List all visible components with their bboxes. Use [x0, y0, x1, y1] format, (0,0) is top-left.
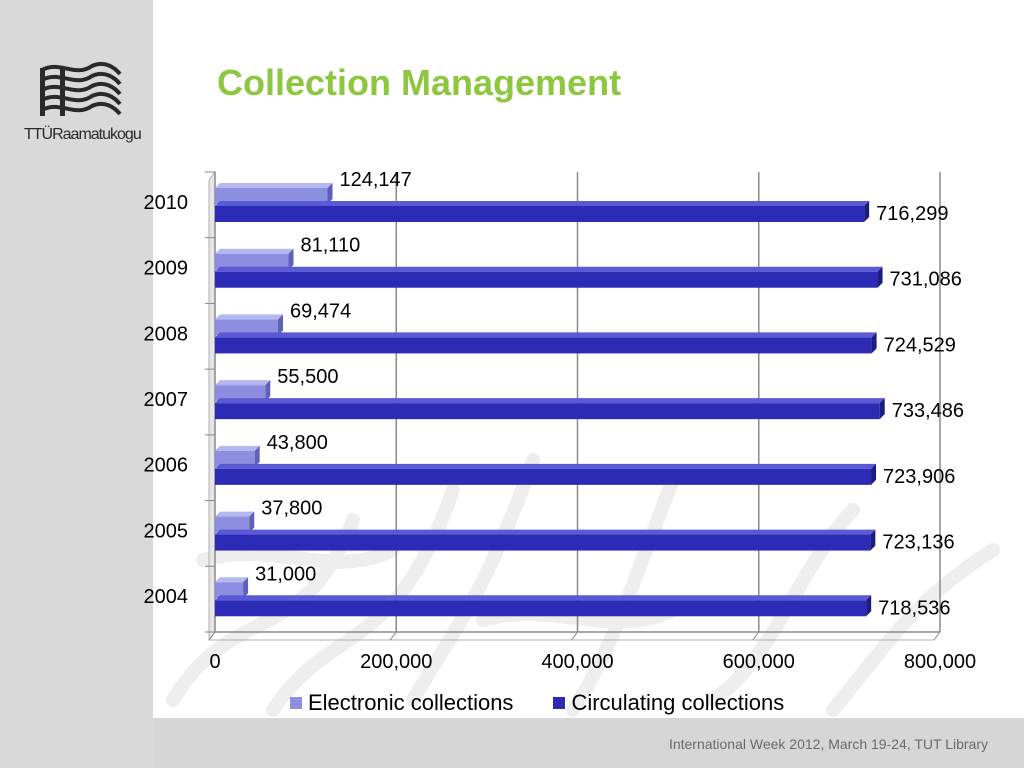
x-tick-label: 200,000 [360, 651, 432, 673]
bar-electronic-side [243, 577, 249, 599]
bar-circulating [215, 206, 865, 222]
bar-electronic [215, 319, 278, 336]
data-label-electronic: 37,800 [261, 498, 322, 520]
data-label-electronic: 69,474 [290, 300, 351, 322]
bar-electronic-top [215, 248, 294, 254]
bar-circulating-side [871, 332, 877, 354]
y-tick-label: 2010 [144, 192, 189, 214]
gridline-floor [933, 631, 941, 641]
gridline-floor [208, 631, 216, 641]
bar-chart: 0 200,000 400,000 600,000 800,000 2010 124,147… [144, 169, 977, 673]
data-label-electronic: 31,000 [255, 563, 316, 585]
x-tick-label: 400,000 [541, 651, 613, 673]
x-tick-label: 0 [209, 651, 220, 673]
bar-circulating-top [215, 529, 876, 535]
bar-electronic [215, 188, 328, 204]
bar-electronic [215, 385, 266, 402]
bar-electronic-top [215, 183, 333, 188]
bar-circulating-side [879, 398, 885, 420]
bar-circulating [215, 403, 880, 420]
bar-electronic-side [254, 445, 260, 467]
bar-electronic [215, 253, 289, 270]
data-label-electronic: 124,147 [340, 169, 412, 191]
footer-band [153, 718, 1024, 768]
bar-circulating-side [870, 529, 876, 551]
data-label-circulating: 724,529 [884, 334, 956, 356]
legend-swatch-circulating [553, 697, 566, 709]
x-tick-label: 800,000 [904, 651, 976, 673]
bar-circulating-top [215, 595, 872, 601]
bar-circulating-top [215, 266, 883, 272]
data-label-electronic: 81,110 [301, 235, 361, 257]
bar-circulating-side [864, 201, 870, 222]
bar-electronic-top [215, 577, 249, 583]
data-label-circulating: 723,906 [883, 466, 955, 488]
bar-electronic-side [288, 248, 294, 270]
bar-circulating-side [871, 463, 877, 485]
bar-electronic-side [327, 183, 333, 204]
bar-electronic-side [265, 380, 271, 402]
data-label-electronic: 43,800 [267, 432, 328, 454]
bar-electronic [215, 450, 255, 467]
y-tick-label: 2008 [144, 323, 189, 345]
gridline-floor [389, 631, 397, 641]
bar-circulating-top [215, 201, 870, 206]
legend-item-circulating: Circulating collections [553, 690, 784, 716]
bar-circulating-side [866, 595, 872, 617]
logo-text: TTÜRaamatukogu [24, 126, 142, 143]
data-label-electronic: 55,500 [277, 366, 338, 388]
bar-electronic-side [249, 511, 255, 533]
logo-mark [40, 61, 122, 116]
bar-circulating-side [877, 266, 883, 288]
data-label-circulating: 733,486 [892, 400, 964, 422]
gridline-floor [752, 631, 760, 641]
bar-electronic-top [215, 511, 255, 517]
legend-label-circulating: Circulating collections [571, 690, 785, 715]
left-band [0, 0, 153, 768]
page-title: Collection Management [217, 62, 622, 103]
bar-electronic-top [215, 445, 260, 451]
legend-label-electronic: Electronic collections [308, 690, 514, 715]
bar-circulating-top [215, 463, 877, 469]
bar-circulating-top [215, 398, 885, 404]
footer-text: International Week 2012, March 19-24, TU… [668, 736, 988, 752]
gridline-floor [571, 631, 578, 641]
y-tick-label: 2009 [144, 258, 189, 280]
x-tick-label: 600,000 [723, 651, 795, 673]
bar-electronic [215, 516, 250, 533]
bar-circulating [215, 271, 878, 288]
bar-electronic-top [215, 314, 283, 320]
y-tick-label: 2004 [144, 586, 189, 608]
data-label-circulating: 716,299 [876, 203, 948, 225]
legend-swatch-electronic [290, 697, 302, 709]
chart-legend: Electronic collections Circulating colle… [290, 690, 784, 716]
data-label-circulating: 718,536 [878, 597, 950, 619]
bar-electronic [215, 582, 244, 599]
bar-electronic-top [215, 380, 271, 386]
y-tick-label: 2006 [144, 455, 189, 477]
chart-side-wall [208, 170, 216, 642]
bar-circulating [215, 534, 871, 551]
y-tick-label: 2007 [144, 389, 189, 411]
bar-circulating [215, 337, 872, 354]
y-tick-label: 2005 [144, 520, 189, 542]
bar-circulating-top [215, 332, 877, 338]
bar-circulating [215, 468, 872, 485]
bar-electronic-side [277, 314, 283, 336]
data-label-circulating: 731,086 [890, 269, 962, 291]
data-label-circulating: 723,136 [882, 532, 954, 554]
bar-circulating [215, 600, 867, 617]
legend-item-electronic: Electronic collections [290, 690, 513, 716]
